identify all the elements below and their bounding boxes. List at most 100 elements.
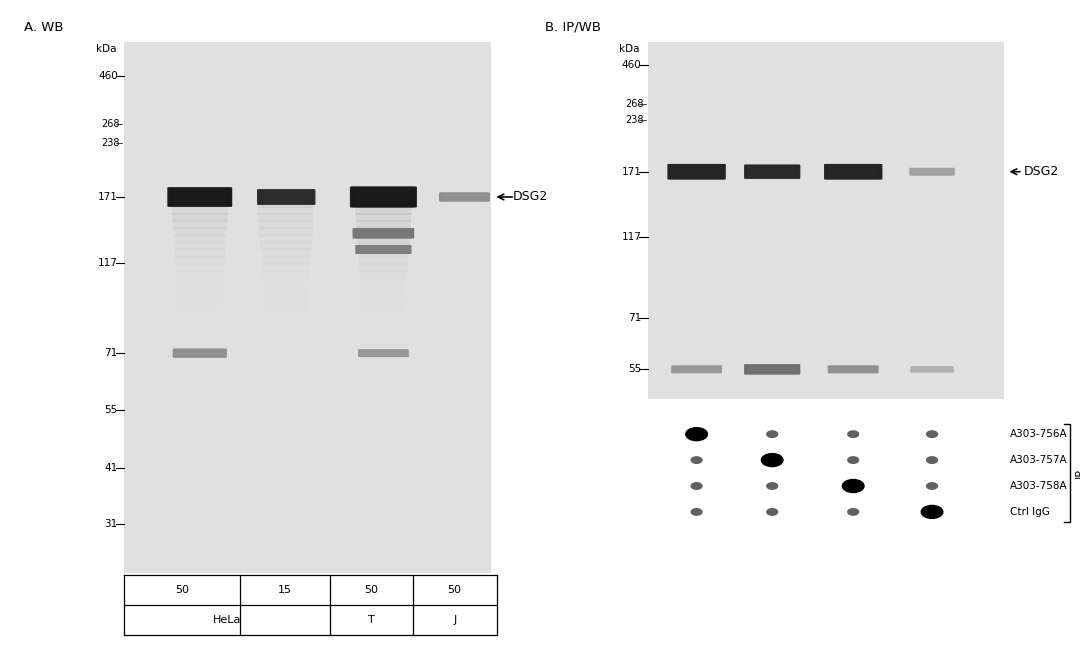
FancyBboxPatch shape (355, 245, 410, 254)
Text: 50: 50 (365, 585, 378, 596)
FancyBboxPatch shape (672, 165, 721, 179)
Bar (266, 319, 307, 329)
FancyBboxPatch shape (438, 192, 490, 202)
Text: 71: 71 (105, 348, 118, 358)
FancyBboxPatch shape (355, 228, 411, 238)
Text: DSG2: DSG2 (513, 191, 549, 203)
Bar (259, 227, 313, 237)
Circle shape (767, 509, 778, 515)
Bar (172, 213, 228, 222)
Bar (173, 227, 227, 237)
Bar (176, 277, 224, 286)
FancyBboxPatch shape (914, 367, 950, 372)
FancyBboxPatch shape (747, 365, 797, 374)
FancyBboxPatch shape (260, 189, 312, 205)
FancyBboxPatch shape (259, 189, 313, 205)
FancyBboxPatch shape (672, 365, 721, 373)
FancyBboxPatch shape (356, 245, 410, 254)
Text: 50: 50 (448, 585, 461, 596)
Bar (261, 248, 311, 258)
FancyBboxPatch shape (832, 366, 875, 373)
Bar (355, 213, 411, 222)
Bar (175, 255, 225, 265)
FancyBboxPatch shape (912, 168, 953, 175)
Text: 71: 71 (629, 312, 642, 323)
FancyBboxPatch shape (829, 365, 877, 373)
FancyBboxPatch shape (825, 164, 881, 179)
FancyBboxPatch shape (828, 165, 878, 179)
FancyBboxPatch shape (363, 350, 404, 356)
FancyBboxPatch shape (670, 164, 724, 179)
FancyBboxPatch shape (745, 364, 799, 375)
FancyBboxPatch shape (440, 192, 489, 202)
FancyBboxPatch shape (173, 349, 227, 358)
FancyBboxPatch shape (355, 187, 411, 207)
FancyBboxPatch shape (827, 165, 879, 179)
FancyBboxPatch shape (262, 189, 310, 205)
FancyBboxPatch shape (670, 165, 724, 179)
FancyBboxPatch shape (676, 366, 717, 373)
FancyBboxPatch shape (355, 228, 411, 238)
Bar (260, 241, 312, 251)
Bar (178, 305, 221, 315)
FancyBboxPatch shape (748, 365, 796, 374)
FancyBboxPatch shape (359, 246, 408, 253)
FancyBboxPatch shape (438, 192, 490, 202)
Text: 117: 117 (98, 258, 118, 268)
FancyBboxPatch shape (914, 367, 950, 372)
FancyBboxPatch shape (672, 365, 723, 373)
FancyBboxPatch shape (747, 165, 797, 178)
FancyBboxPatch shape (912, 168, 953, 175)
FancyBboxPatch shape (824, 164, 882, 179)
FancyBboxPatch shape (356, 245, 409, 254)
Bar (262, 270, 310, 279)
FancyBboxPatch shape (673, 366, 720, 373)
Bar (265, 298, 308, 308)
Bar (264, 284, 309, 294)
FancyBboxPatch shape (746, 365, 798, 374)
Bar (175, 262, 225, 272)
FancyBboxPatch shape (167, 187, 232, 207)
Text: 117: 117 (622, 231, 642, 242)
FancyBboxPatch shape (350, 187, 417, 207)
FancyBboxPatch shape (829, 165, 877, 178)
FancyBboxPatch shape (360, 246, 406, 253)
Bar (171, 191, 229, 201)
Text: 460: 460 (98, 71, 118, 82)
FancyBboxPatch shape (910, 168, 954, 176)
FancyBboxPatch shape (676, 366, 717, 373)
FancyBboxPatch shape (359, 349, 408, 357)
Circle shape (761, 454, 783, 467)
FancyBboxPatch shape (747, 165, 797, 178)
FancyBboxPatch shape (441, 192, 488, 202)
Bar (356, 227, 410, 237)
FancyBboxPatch shape (826, 165, 880, 179)
Bar (262, 277, 310, 286)
FancyBboxPatch shape (824, 164, 882, 179)
FancyBboxPatch shape (176, 349, 224, 357)
FancyBboxPatch shape (825, 164, 881, 179)
Circle shape (686, 428, 707, 441)
FancyBboxPatch shape (744, 165, 800, 179)
FancyBboxPatch shape (350, 187, 417, 207)
FancyBboxPatch shape (747, 165, 797, 178)
FancyBboxPatch shape (745, 364, 799, 375)
Bar (264, 291, 309, 301)
FancyBboxPatch shape (913, 366, 951, 373)
FancyBboxPatch shape (444, 193, 485, 201)
Bar (173, 220, 227, 229)
FancyBboxPatch shape (671, 165, 723, 179)
Bar (259, 220, 313, 229)
Circle shape (767, 483, 778, 489)
FancyBboxPatch shape (352, 187, 415, 207)
Text: A303-757A: A303-757A (1010, 455, 1067, 465)
Bar (354, 198, 413, 208)
FancyBboxPatch shape (174, 349, 226, 358)
Text: 41: 41 (105, 463, 118, 473)
Circle shape (848, 457, 859, 463)
Bar (177, 291, 222, 301)
FancyBboxPatch shape (667, 164, 726, 179)
FancyBboxPatch shape (175, 349, 225, 357)
Text: 55: 55 (105, 404, 118, 415)
Text: 460: 460 (622, 60, 642, 70)
